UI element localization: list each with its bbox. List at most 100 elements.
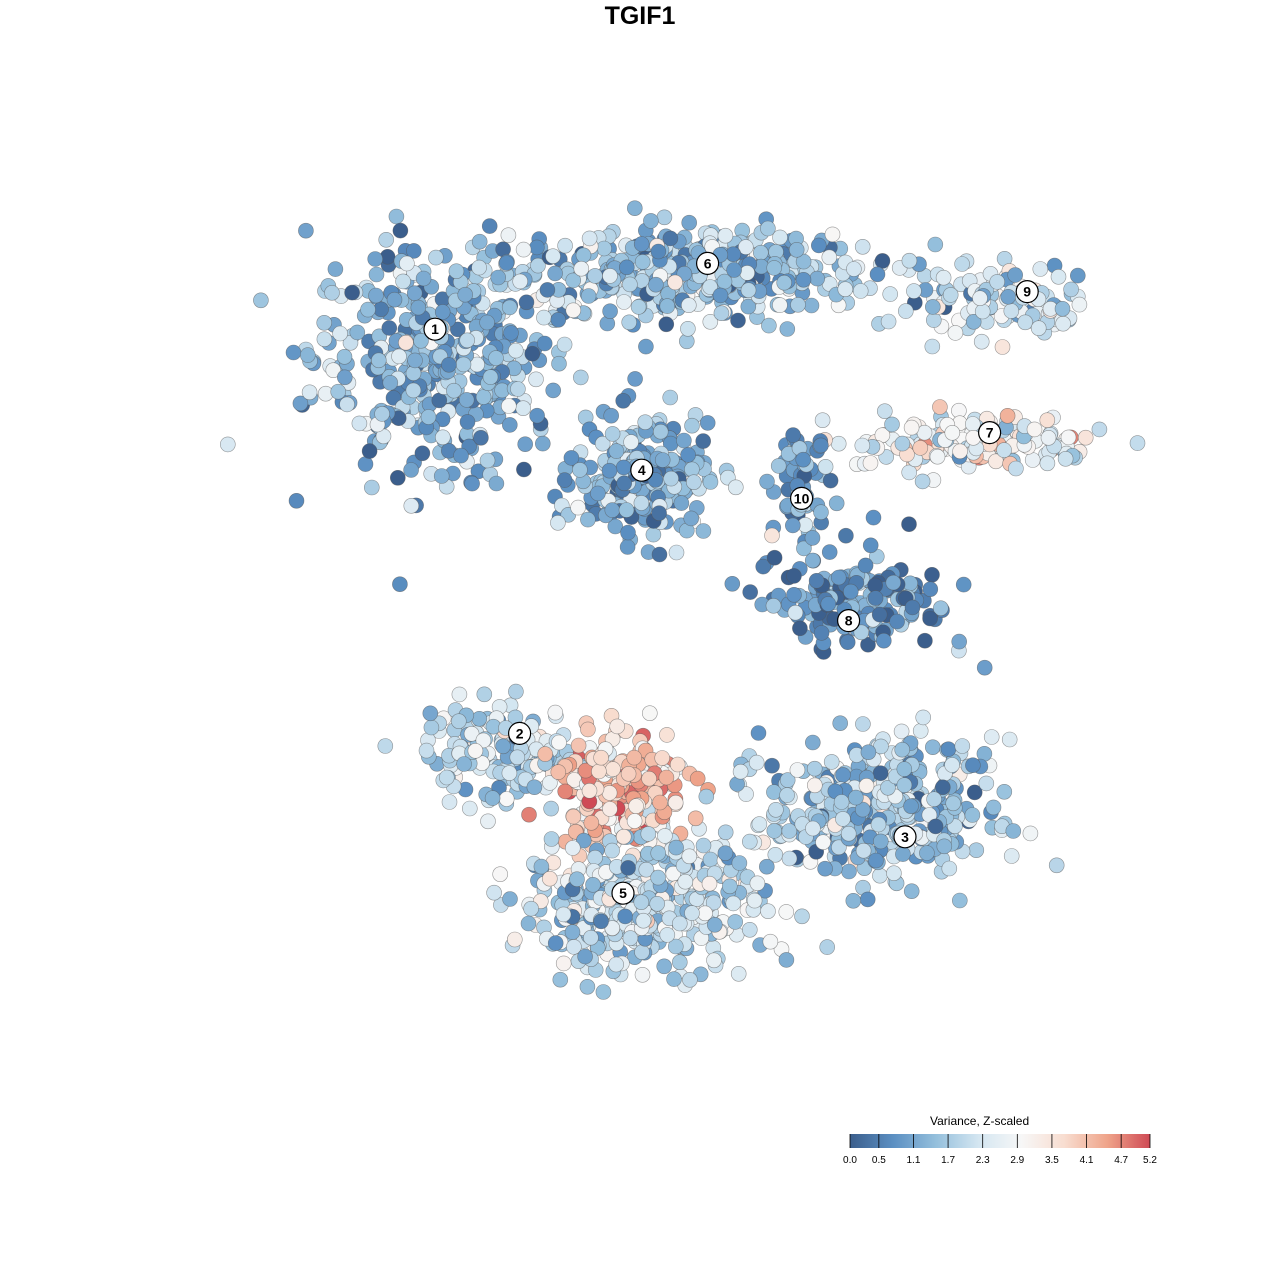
data-point <box>495 738 511 755</box>
data-point <box>654 452 671 468</box>
data-point <box>1022 825 1039 842</box>
data-point <box>550 764 567 780</box>
data-point <box>1040 429 1057 446</box>
data-point <box>516 461 532 478</box>
data-point <box>593 913 609 930</box>
data-point <box>717 227 734 244</box>
data-point <box>976 659 993 676</box>
cluster-label-text: 2 <box>516 725 524 741</box>
data-point <box>615 459 632 476</box>
data-point <box>488 475 505 492</box>
data-point <box>857 557 874 574</box>
data-point <box>1048 857 1065 874</box>
data-point <box>821 249 838 266</box>
data-point <box>604 842 620 859</box>
data-point <box>725 895 742 912</box>
data-point <box>677 873 694 890</box>
data-point <box>652 423 669 440</box>
data-point <box>450 713 467 730</box>
data-point <box>787 604 804 621</box>
data-point <box>292 395 309 412</box>
data-point <box>1077 429 1094 446</box>
data-point <box>545 248 561 265</box>
data-point <box>330 383 347 400</box>
data-point <box>742 584 759 600</box>
data-point <box>618 259 635 276</box>
data-point <box>373 301 389 318</box>
data-point <box>786 568 802 584</box>
data-point <box>766 784 782 800</box>
data-point <box>828 495 845 512</box>
data-point <box>810 237 827 254</box>
data-point <box>666 971 682 987</box>
data-point <box>441 356 457 373</box>
data-point <box>641 705 658 722</box>
data-point <box>935 269 952 286</box>
data-point <box>770 458 787 474</box>
cluster-label-1: 1 <box>423 317 447 341</box>
data-point <box>772 229 788 246</box>
data-point <box>823 754 840 770</box>
data-point <box>617 908 634 925</box>
data-point <box>536 335 553 352</box>
data-point <box>854 239 871 255</box>
data-point <box>457 286 474 303</box>
data-point <box>673 495 690 511</box>
data-point <box>726 262 742 278</box>
data-point <box>680 320 696 337</box>
data-point <box>676 432 692 449</box>
data-point <box>761 317 777 334</box>
data-point <box>841 863 857 880</box>
data-point <box>973 333 990 350</box>
data-point <box>336 348 353 365</box>
data-point <box>575 832 592 849</box>
data-point <box>657 828 673 844</box>
data-point <box>434 304 451 320</box>
data-point <box>391 348 407 365</box>
data-point <box>526 779 543 796</box>
data-point <box>524 345 541 362</box>
data-point <box>966 784 983 801</box>
data-point <box>325 362 342 379</box>
data-point <box>414 445 431 462</box>
cluster-label-circle <box>789 486 814 510</box>
data-point <box>464 475 480 492</box>
data-point <box>751 816 768 832</box>
data-point <box>983 729 1000 745</box>
cluster-label-7: 7 <box>977 421 1002 445</box>
color-legend: 0.0 0.5 1.1 1.7 2.3 2.9 3.5 4.1 4.7 5.2 <box>843 1134 1157 1166</box>
legend-tick-label: 0.5 <box>872 1155 886 1166</box>
data-point <box>724 575 741 592</box>
data-point <box>929 448 946 465</box>
data-point <box>772 297 788 313</box>
data-point <box>894 741 911 758</box>
cluster-label-10: 10 <box>789 486 814 510</box>
data-point <box>667 938 684 955</box>
data-point <box>368 266 385 283</box>
data-point <box>721 878 738 895</box>
data-point <box>808 572 825 589</box>
data-point <box>476 686 493 703</box>
data-point <box>413 332 429 349</box>
data-point <box>964 416 981 432</box>
data-point <box>904 599 921 616</box>
data-point <box>627 371 643 387</box>
data-point <box>940 741 957 758</box>
data-point <box>288 492 305 509</box>
data-point <box>671 954 688 971</box>
data-point <box>932 600 949 617</box>
data-point <box>594 435 611 452</box>
data-point <box>603 407 620 424</box>
data-point <box>537 746 554 762</box>
data-point <box>512 273 529 290</box>
data-point <box>638 861 655 878</box>
data-point <box>498 791 515 807</box>
data-point <box>875 632 892 649</box>
data-point <box>620 860 636 876</box>
data-point <box>755 558 772 575</box>
data-point <box>947 325 964 341</box>
legend-tick-label: 5.2 <box>1143 1155 1157 1166</box>
data-point <box>545 382 562 399</box>
cluster-label-circle <box>423 317 447 341</box>
data-point <box>1005 823 1022 839</box>
